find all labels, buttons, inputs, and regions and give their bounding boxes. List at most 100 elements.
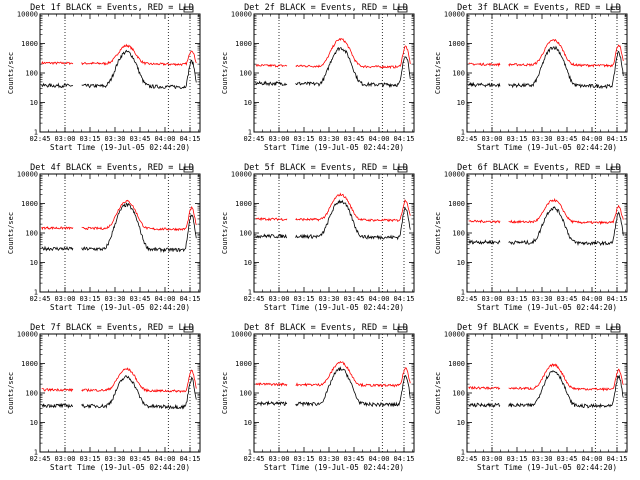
y-tick-label: 1 bbox=[248, 289, 252, 297]
legend-box bbox=[397, 326, 408, 333]
x-tick-label: 02:45 bbox=[29, 455, 50, 463]
x-tick-label: 04:15 bbox=[393, 295, 414, 303]
y-tick-label: 1 bbox=[248, 129, 252, 137]
events-series-line bbox=[468, 45, 624, 90]
panel-title: Det 8f BLACK = Events, RED = LLD bbox=[244, 323, 408, 333]
x-tick-label: 03:45 bbox=[343, 295, 364, 303]
y-tick-label: 1 bbox=[461, 129, 465, 137]
y-tick-label: 100 bbox=[25, 70, 38, 78]
y-tick-label: 1000 bbox=[235, 360, 252, 368]
x-axis-title: Start Time (19-Jul-05 02:44:20) bbox=[477, 303, 617, 312]
plot-frame bbox=[253, 173, 415, 293]
y-axis-title: Counts/sec bbox=[221, 372, 229, 414]
legend-box bbox=[610, 166, 621, 173]
lld-series-line bbox=[255, 192, 411, 223]
x-tick-label: 03:15 bbox=[506, 295, 527, 303]
events-series-line bbox=[41, 202, 197, 254]
detector-panel-4: Det 4f BLACK = Events, RED = LLD 1 10 100 10… bbox=[7, 163, 201, 312]
y-tick-label: 1 bbox=[461, 289, 465, 297]
detector-panel-5: Det 5f BLACK = Events, RED = LLD 1 10 100 10… bbox=[221, 163, 415, 312]
x-tick-label: 02:45 bbox=[243, 455, 264, 463]
x-tick-label: 04:00 bbox=[154, 135, 175, 143]
x-tick-label: 03:45 bbox=[129, 455, 150, 463]
y-tick-label: 10 bbox=[244, 99, 252, 107]
x-tick-label: 03:45 bbox=[129, 295, 150, 303]
y-tick-label: 100 bbox=[239, 230, 252, 238]
x-tick-label: 04:15 bbox=[606, 455, 627, 463]
x-tick-label: 03:15 bbox=[293, 295, 314, 303]
panel-title: Det 7f BLACK = Events, RED = LLD bbox=[30, 323, 194, 333]
x-tick-label: 02:45 bbox=[29, 135, 50, 143]
y-tick-label: 10000 bbox=[444, 11, 465, 19]
x-tick-label: 03:45 bbox=[556, 455, 577, 463]
y-tick-label: 1000 bbox=[21, 200, 38, 208]
x-tick-label: 03:00 bbox=[268, 295, 289, 303]
y-tick-label: 10000 bbox=[17, 331, 38, 339]
x-tick-label: 03:00 bbox=[481, 135, 502, 143]
y-tick-label: 100 bbox=[452, 390, 465, 398]
lld-series-line bbox=[41, 199, 197, 232]
lld-series-line bbox=[255, 360, 411, 388]
y-tick-label: 1000 bbox=[21, 360, 38, 368]
y-tick-label: 1000 bbox=[448, 40, 465, 48]
x-axis-title: Start Time (19-Jul-05 02:44:20) bbox=[264, 143, 404, 152]
x-tick-label: 03:45 bbox=[556, 295, 577, 303]
plot-frame bbox=[466, 333, 628, 453]
y-axis-title: Counts/sec bbox=[221, 212, 229, 254]
detector-panel-8: Det 8f BLACK = Events, RED = LLD 1 10 100 10… bbox=[221, 323, 415, 472]
plot-frame bbox=[466, 13, 628, 133]
legend-box bbox=[397, 6, 408, 13]
panel-title: Det 9f BLACK = Events, RED = LLD bbox=[457, 323, 621, 333]
y-tick-label: 1000 bbox=[448, 200, 465, 208]
x-tick-label: 04:15 bbox=[393, 455, 414, 463]
x-tick-label: 03:15 bbox=[293, 135, 314, 143]
x-axis-title: Start Time (19-Jul-05 02:44:20) bbox=[264, 303, 404, 312]
y-tick-label: 1000 bbox=[448, 360, 465, 368]
x-tick-label: 03:30 bbox=[104, 135, 125, 143]
x-tick-label: 02:45 bbox=[243, 135, 264, 143]
y-tick-label: 10 bbox=[244, 419, 252, 427]
events-series-line bbox=[41, 49, 197, 90]
y-axis-title: Counts/sec bbox=[7, 52, 15, 94]
events-series-line bbox=[468, 206, 624, 247]
y-tick-label: 1 bbox=[461, 449, 465, 457]
x-tick-label: 03:30 bbox=[104, 295, 125, 303]
y-tick-label: 10000 bbox=[17, 171, 38, 179]
lld-series-line bbox=[468, 197, 624, 226]
legend-box bbox=[397, 166, 408, 173]
detector-panel-3: Det 3f BLACK = Events, RED = LLD 1 10 100 10… bbox=[434, 3, 628, 152]
y-tick-label: 10000 bbox=[231, 11, 252, 19]
lld-series-line bbox=[255, 37, 411, 70]
y-tick-label: 1000 bbox=[235, 200, 252, 208]
x-tick-label: 03:30 bbox=[531, 135, 552, 143]
x-tick-label: 03:00 bbox=[268, 455, 289, 463]
x-tick-label: 03:30 bbox=[104, 455, 125, 463]
x-tick-label: 03:30 bbox=[531, 455, 552, 463]
x-tick-label: 03:00 bbox=[268, 135, 289, 143]
x-tick-label: 04:00 bbox=[368, 295, 389, 303]
lld-series-line bbox=[468, 38, 624, 68]
plot-frame bbox=[253, 333, 415, 453]
y-axis-title: Counts/sec bbox=[434, 212, 442, 254]
x-tick-label: 03:15 bbox=[293, 455, 314, 463]
x-tick-label: 03:30 bbox=[318, 135, 339, 143]
plot-frame bbox=[39, 173, 201, 293]
legend-box bbox=[610, 6, 621, 13]
x-tick-label: 04:15 bbox=[179, 295, 200, 303]
panel-title: Det 3f BLACK = Events, RED = LLD bbox=[457, 3, 621, 13]
y-tick-label: 10000 bbox=[231, 171, 252, 179]
x-tick-label: 04:15 bbox=[606, 295, 627, 303]
x-tick-label: 03:00 bbox=[54, 135, 75, 143]
y-tick-label: 1 bbox=[34, 129, 38, 137]
detector-panel-9: Det 9f BLACK = Events, RED = LLD 1 10 100 10… bbox=[434, 323, 628, 472]
x-tick-label: 03:30 bbox=[531, 295, 552, 303]
detector-panel-7: Det 7f BLACK = Events, RED = LLD 1 10 100 10… bbox=[7, 323, 201, 472]
x-tick-label: 04:00 bbox=[368, 135, 389, 143]
plot-frame bbox=[466, 173, 628, 293]
plot-frame bbox=[39, 13, 201, 133]
x-tick-label: 03:15 bbox=[79, 295, 100, 303]
panel-title: Det 1f BLACK = Events, RED = LLD bbox=[30, 3, 194, 13]
x-axis-title: Start Time (19-Jul-05 02:44:20) bbox=[264, 463, 404, 472]
y-tick-label: 10000 bbox=[231, 331, 252, 339]
